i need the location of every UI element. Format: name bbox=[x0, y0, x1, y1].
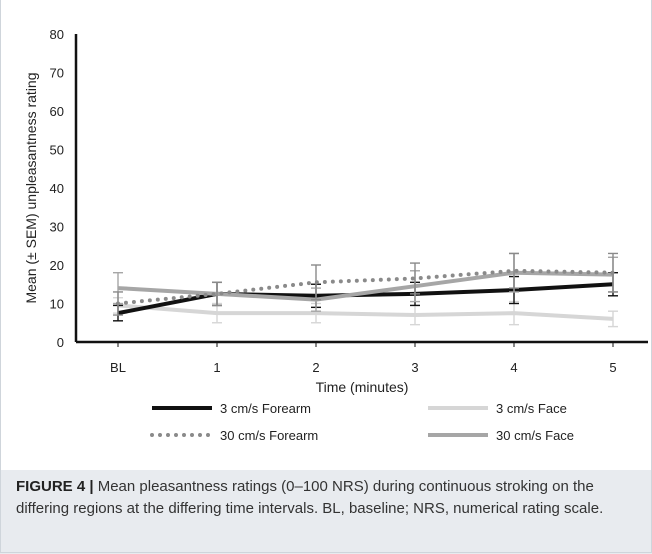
y-tick-label: 30 bbox=[50, 220, 64, 235]
series-line bbox=[117, 303, 614, 321]
x-tick-label: BL bbox=[110, 360, 126, 375]
y-tick-label: 50 bbox=[50, 143, 64, 158]
x-tick-label: 5 bbox=[609, 360, 616, 375]
x-tick-label: 2 bbox=[312, 360, 319, 375]
figure-caption: FIGURE 4 | Mean pleasantness ratings (0–… bbox=[16, 476, 642, 520]
error-bar bbox=[410, 262, 420, 295]
series-line bbox=[116, 268, 615, 306]
y-axis-ticks: 0 10 20 30 40 50 60 70 80 bbox=[50, 27, 64, 350]
legend-label: 3 cm/s Face bbox=[496, 401, 567, 416]
series-line bbox=[117, 270, 614, 302]
error-bar bbox=[509, 252, 519, 289]
series-layer bbox=[113, 252, 618, 328]
legend-label: 30 cm/s Face bbox=[496, 428, 574, 443]
legend-item: 30 cm/s Forearm bbox=[150, 428, 318, 443]
y-tick-label: 40 bbox=[50, 181, 64, 196]
legend: 3 cm/s Forearm 3 cm/s Face 30 cm/s Forearm… bbox=[150, 401, 574, 443]
y-tick-label: 60 bbox=[50, 104, 64, 119]
legend-label: 30 cm/s Forearm bbox=[220, 428, 318, 443]
chart: 0 10 20 30 40 50 60 70 80 BL 1 2 3 4 5 Mean (± SEM) u… bbox=[23, 27, 648, 443]
error-bar bbox=[608, 310, 618, 328]
x-tick-label: 3 bbox=[411, 360, 418, 375]
x-tick-label: 1 bbox=[213, 360, 220, 375]
chart-svg: 0 10 20 30 40 50 60 70 80 BL 1 2 3 4 5 Mean (± SEM) u… bbox=[23, 27, 648, 443]
y-tick-label: 70 bbox=[50, 66, 64, 81]
y-tick-label: 20 bbox=[50, 258, 64, 273]
y-axis-title: Mean (± SEM) unpleasantness rating bbox=[23, 72, 39, 303]
x-axis-title: Time (minutes) bbox=[316, 379, 409, 395]
legend-label: 3 cm/s Forearm bbox=[220, 401, 311, 416]
figure-caption-text: Mean pleasantness ratings (0–100 NRS) du… bbox=[16, 478, 604, 517]
y-tick-label: 0 bbox=[57, 335, 64, 350]
x-axis-ticks: BL 1 2 3 4 5 bbox=[110, 342, 617, 375]
legend-item: 30 cm/s Face bbox=[428, 428, 574, 443]
series-line bbox=[117, 282, 614, 316]
legend-item: 3 cm/s Face bbox=[428, 401, 567, 416]
error-bar bbox=[212, 281, 222, 307]
y-tick-label: 80 bbox=[50, 27, 64, 42]
series-1 bbox=[113, 297, 618, 328]
caption-background bbox=[0, 470, 652, 554]
series-3 bbox=[113, 252, 618, 312]
y-tick-label: 10 bbox=[50, 297, 64, 312]
legend-item: 3 cm/s Forearm bbox=[152, 401, 311, 416]
series-2 bbox=[113, 252, 618, 316]
x-tick-label: 4 bbox=[510, 360, 517, 375]
figure-label: FIGURE 4 | bbox=[16, 478, 94, 495]
